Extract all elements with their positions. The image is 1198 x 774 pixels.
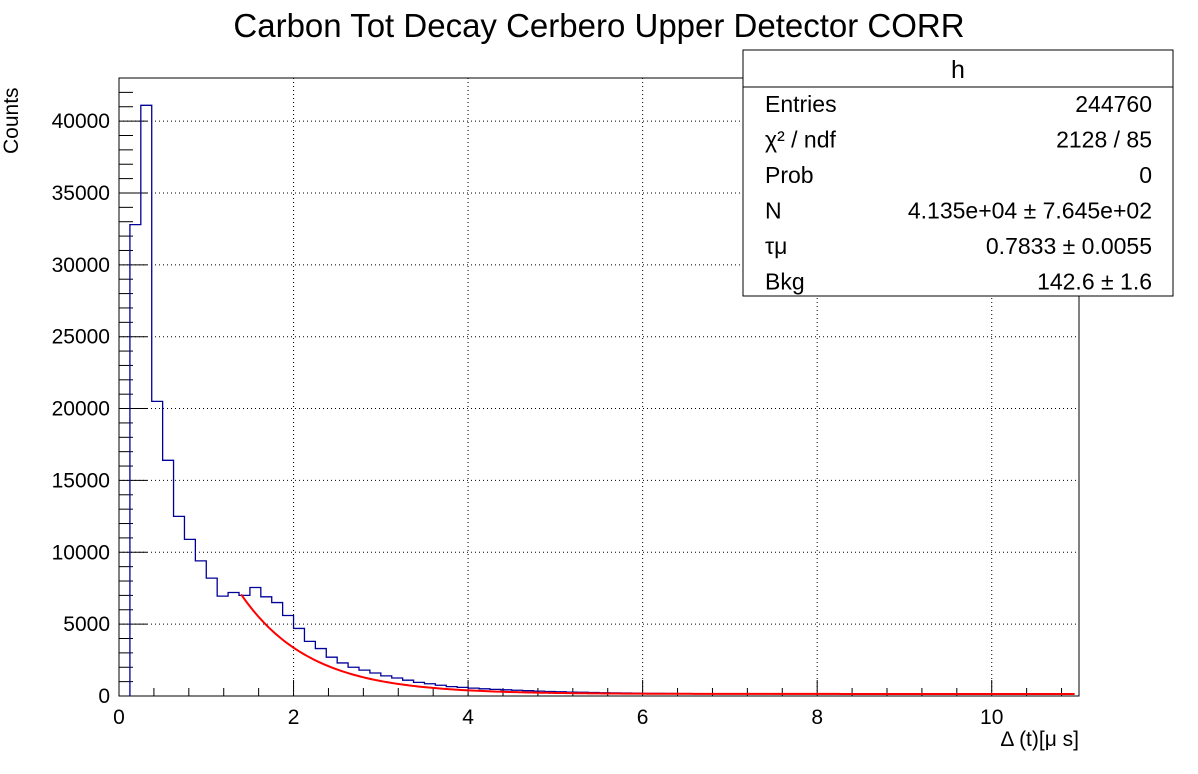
y-tick-label: 15000 [52, 469, 110, 492]
stats-row-label: Bkg [765, 269, 805, 295]
stats-row-value: 0.7833 ± 0.0055 [986, 233, 1152, 259]
y-tick-label: 30000 [52, 254, 110, 277]
y-tick-label: 35000 [52, 182, 110, 205]
x-tick-label: 10 [980, 706, 1003, 729]
x-tick-label: 4 [462, 706, 474, 729]
x-axis-label: Δ (t)[μ s] [1000, 728, 1079, 751]
plot-frame [118, 77, 1080, 697]
chart-title: Carbon Tot Decay Cerbero Upper Detector … [233, 7, 964, 44]
stats-box-title: h [951, 56, 965, 84]
stats-row-label: χ² / ndf [765, 127, 836, 153]
x-tick-label: 6 [637, 706, 649, 729]
y-tick-label: 0 [98, 685, 110, 708]
y-tick-label: 40000 [52, 110, 110, 133]
stats-row-value: 244760 [1075, 91, 1152, 117]
stats-row-value: 2128 / 85 [1056, 127, 1152, 153]
y-tick-label: 25000 [52, 326, 110, 349]
stats-box-frame [742, 49, 1174, 297]
y-tick-label: 5000 [63, 613, 110, 636]
x-tick-label: 0 [113, 706, 125, 729]
y-axis-label: Counts [0, 87, 23, 154]
stats-row-label: Prob [765, 162, 814, 188]
stats-row-label: N [765, 198, 782, 224]
stats-row-label: τμ [765, 233, 787, 259]
x-axis: 0 2 4 6 8 10 [113, 680, 1063, 729]
y-axis: 0 5000 10000 15000 20000 25000 30000 35000 40000 [52, 91, 147, 708]
y-tick-label: 20000 [52, 398, 110, 421]
stats-row-label: Entries [765, 91, 837, 117]
stats-row-value: 4.135e+04 ± 7.645e+02 [908, 198, 1152, 224]
fit-curve [240, 593, 1075, 695]
x-tick-label: 8 [811, 706, 823, 729]
stats-rows: Entries 244760 χ² / ndf 2128 / 85 Prob 0 N 4.13… [765, 91, 1152, 295]
y-tick-label: 10000 [52, 541, 110, 564]
x-tick-label: 2 [288, 706, 300, 729]
stats-row-value: 0 [1139, 162, 1152, 188]
stats-row-value: 142.6 ± 1.6 [1037, 269, 1152, 295]
stats-box: h Entries 244760 χ² / ndf 2128 / 85 Prob 0 N 4.… [742, 49, 1174, 297]
